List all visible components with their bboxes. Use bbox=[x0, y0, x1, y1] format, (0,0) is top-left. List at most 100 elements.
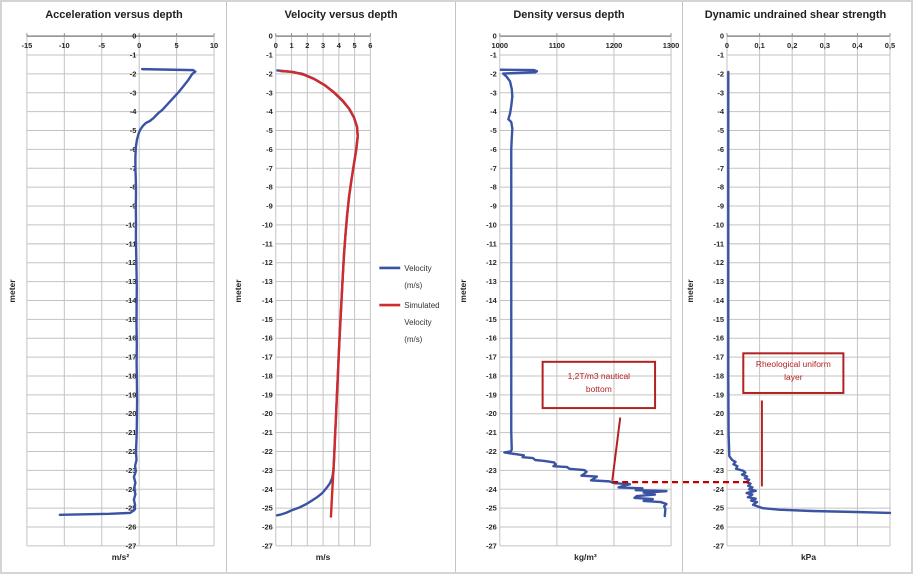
depth-tick-label: -14 bbox=[126, 296, 138, 305]
depth-tick-label: -9 bbox=[490, 202, 497, 211]
legend-label: (m/s) bbox=[404, 281, 422, 290]
depth-tick-label: -24 bbox=[262, 485, 274, 494]
depth-tick-label: -7 bbox=[266, 164, 273, 173]
depth-tick-label: -14 bbox=[486, 296, 498, 305]
x-tick-label: -5 bbox=[98, 41, 105, 50]
depth-tick-label: -10 bbox=[262, 220, 273, 229]
depth-tick-label: -5 bbox=[130, 126, 137, 135]
panel-density-chart: Density versus depth 0 -1 -2 -3 -4 -5 -6 -7 -8 -9… bbox=[456, 2, 683, 572]
depth-tick-label: -17 bbox=[713, 353, 724, 362]
gridlines bbox=[275, 33, 371, 547]
depth-tick-label: -1 bbox=[490, 50, 497, 59]
depth-tick-label: -20 bbox=[262, 409, 273, 418]
depth-tick-label: -4 bbox=[266, 107, 273, 116]
series-line bbox=[499, 68, 668, 518]
series-line bbox=[275, 69, 359, 517]
gridlines bbox=[26, 33, 215, 547]
x-tick-label: 2 bbox=[305, 41, 309, 50]
legend-label: (m/s) bbox=[404, 335, 422, 344]
depth-tick-label: -19 bbox=[262, 390, 273, 399]
depth-tick-label: -13 bbox=[486, 277, 497, 286]
depth-tick-label: -15 bbox=[486, 315, 497, 324]
annotation-text: 1,2T/m3 nautical bbox=[568, 371, 631, 381]
depth-tick-label: -6 bbox=[130, 145, 137, 154]
depth-tick-label: 0 bbox=[720, 32, 724, 41]
depth-tick-label: -15 bbox=[262, 315, 273, 324]
depth-tick-label: -16 bbox=[262, 334, 273, 343]
depth-tick-label: -20 bbox=[713, 409, 724, 418]
depth-tick-label: -4 bbox=[717, 107, 724, 116]
depth-tick-label: -11 bbox=[126, 239, 136, 248]
chart-title-shear-strength: Dynamic undrained shear strength bbox=[704, 9, 887, 21]
x-axis-title: kPa bbox=[801, 552, 816, 562]
x-tick-label: 10 bbox=[210, 41, 218, 50]
x-tick-label: -15 bbox=[21, 41, 32, 50]
depth-tick-label: -11 bbox=[486, 239, 496, 248]
depth-tick-label: -13 bbox=[126, 277, 137, 286]
depth-tick-label: -9 bbox=[266, 202, 273, 211]
x-tick-label: -10 bbox=[59, 41, 70, 50]
depth-tick-label: -18 bbox=[126, 371, 137, 380]
depth-tick-label: -21 bbox=[713, 428, 724, 437]
depth-tick-label: -1 bbox=[130, 50, 137, 59]
gridlines bbox=[726, 33, 891, 547]
depth-tick-label: -18 bbox=[486, 371, 497, 380]
depth-tick-label: -12 bbox=[126, 258, 137, 267]
depth-tick-label: -25 bbox=[486, 504, 497, 513]
x-tick-label: 0,4 bbox=[852, 41, 863, 50]
x-tick-labels: 1000 1100 1200 1300 bbox=[492, 41, 680, 50]
x-tick-label: 1100 bbox=[549, 41, 565, 50]
depth-tick-label: -1 bbox=[717, 50, 724, 59]
depth-tick-label: -6 bbox=[490, 145, 497, 154]
y-axis-title: meter bbox=[233, 279, 243, 303]
depth-tick-label: -26 bbox=[713, 523, 724, 532]
y-axis-title: meter bbox=[685, 279, 695, 303]
x-tick-label: 0 bbox=[725, 41, 729, 50]
density-plot: 0 -1 -2 -3 -4 -5 -6 -7 -8 -9 -10 -11 -12 -13 -14 -15 -16… bbox=[458, 32, 682, 562]
x-axis-title: kg/m³ bbox=[574, 552, 597, 562]
x-tick-label: 1000 bbox=[492, 41, 509, 50]
depth-tick-label: -16 bbox=[486, 334, 497, 343]
depth-tick-label: -22 bbox=[713, 447, 724, 456]
x-tick-labels: 0 1 2 3 4 5 6 bbox=[274, 41, 373, 50]
depth-tick-label: -15 bbox=[713, 315, 724, 324]
gridlines bbox=[499, 33, 672, 547]
depth-tick-label: -19 bbox=[486, 390, 497, 399]
legend-label: Velocity bbox=[404, 264, 431, 273]
depth-tick-label: -21 bbox=[486, 428, 497, 437]
series-line bbox=[279, 69, 359, 518]
depth-tick-label: -18 bbox=[262, 371, 273, 380]
depth-tick-label: -10 bbox=[486, 220, 497, 229]
x-tick-labels: 0 0,1 0,2 0,3 0,4 0,5 bbox=[725, 41, 895, 50]
chart-title-velocity: Velocity versus depth bbox=[284, 9, 398, 21]
depth-tick-label: -21 bbox=[262, 428, 273, 437]
depth-tick-label: -24 bbox=[126, 485, 138, 494]
annotation-text: Rheological uniform bbox=[756, 359, 831, 369]
legend-label: Simulated bbox=[404, 301, 439, 310]
depth-tick-label: -10 bbox=[713, 220, 724, 229]
depth-tick-label: 0 bbox=[269, 32, 273, 41]
depth-tick-label: -5 bbox=[266, 126, 273, 135]
depth-tick-label: -20 bbox=[486, 409, 497, 418]
depth-tick-label: -27 bbox=[126, 541, 137, 550]
depth-tick-labels: 0 -1 -2 -3 -4 -5 -6 -7 -8 -9 -10 -11 -12 -13 -14 -15 -16… bbox=[713, 32, 725, 551]
depth-tick-label: -13 bbox=[262, 277, 273, 286]
x-tick-labels: -15 -10 -5 0 5 10 bbox=[21, 41, 218, 50]
series-line bbox=[58, 67, 197, 517]
depth-tick-label: -25 bbox=[262, 504, 273, 513]
depth-tick-label: -5 bbox=[717, 126, 724, 135]
x-tick-label: 0 bbox=[137, 41, 141, 50]
depth-tick-label: -27 bbox=[262, 541, 273, 550]
depth-tick-label: 0 bbox=[493, 32, 497, 41]
depth-tick-label: -26 bbox=[126, 523, 137, 532]
depth-tick-label: -17 bbox=[486, 353, 497, 362]
depth-tick-label: -24 bbox=[713, 485, 725, 494]
depth-tick-label: -24 bbox=[486, 485, 498, 494]
depth-tick-label: -9 bbox=[717, 202, 724, 211]
x-tick-label: 0 bbox=[274, 41, 278, 50]
depth-tick-label: -19 bbox=[713, 390, 724, 399]
depth-tick-label: -10 bbox=[126, 220, 137, 229]
chart-title-density: Density versus depth bbox=[513, 9, 625, 21]
depth-tick-label: -19 bbox=[126, 390, 137, 399]
depth-tick-label: -6 bbox=[717, 145, 724, 154]
